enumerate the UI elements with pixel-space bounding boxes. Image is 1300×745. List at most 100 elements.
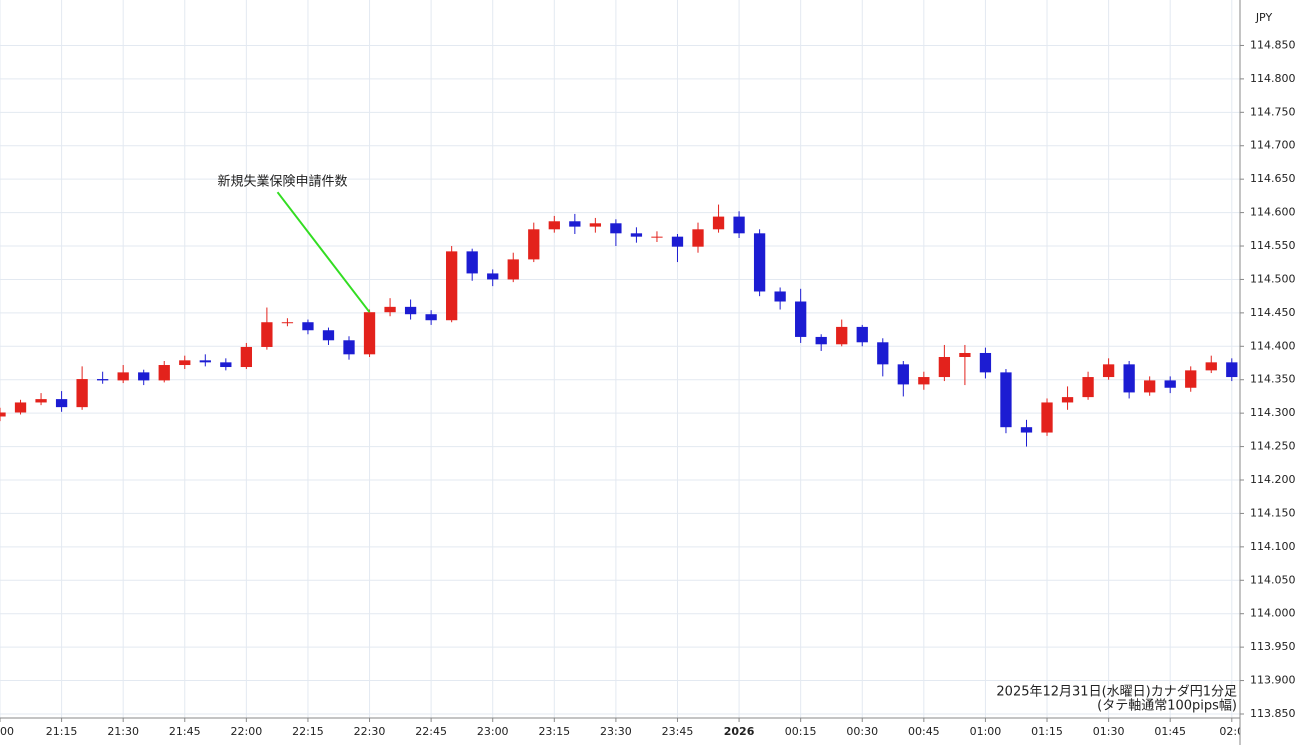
candle-body: [897, 364, 909, 385]
candle-body: [1205, 362, 1217, 371]
candle-body: [959, 352, 971, 357]
candle-body: [35, 399, 47, 403]
caption: 2025年12月31日(水曜日)カナダ円1分足: [996, 685, 1237, 700]
x-tick-label: 23:45: [662, 725, 694, 738]
x-tick-label: 00: [0, 725, 14, 738]
candle-body: [589, 223, 602, 227]
y-tick-label: 114.200: [1250, 473, 1296, 486]
candle-body: [261, 322, 273, 347]
candle-body: [1082, 377, 1094, 398]
candle-body: [1102, 364, 1115, 378]
x-tick-label: 23:00: [477, 725, 509, 738]
y-tick-label: 113.850: [1250, 707, 1296, 720]
y-tick-label: 114.050: [1250, 573, 1296, 586]
x-tick-label: 00:15: [785, 725, 817, 738]
x-tick-label: 02:0: [1219, 725, 1244, 738]
candle-body: [384, 306, 396, 313]
x-tick-label: 2026: [724, 725, 755, 738]
y-tick-label: 114.300: [1250, 406, 1296, 419]
candle-body: [487, 273, 499, 280]
annotation-label: 新規失業保険申請件数: [218, 174, 348, 190]
candle-body: [753, 233, 766, 292]
candle-body: [774, 291, 786, 302]
candle-body: [0, 412, 6, 417]
candle-body: [404, 306, 417, 315]
candle-body: [569, 221, 581, 227]
x-tick-label: 01:15: [1031, 725, 1063, 738]
y-tick-label: 114.350: [1250, 373, 1296, 386]
x-tick-label: 23:15: [538, 725, 570, 738]
x-tick-label: 22:45: [415, 725, 447, 738]
x-tick-label: 01:30: [1093, 725, 1125, 738]
candle-body: [1020, 427, 1033, 433]
y-tick-label: 114.850: [1250, 38, 1296, 51]
candle-body: [1041, 402, 1053, 433]
candle-body: [692, 229, 704, 247]
x-tick-label: 21:30: [107, 725, 139, 738]
candles: [0, 204, 1238, 447]
y-tick-label: 114.500: [1250, 272, 1296, 285]
y-tick-label: 114.700: [1250, 139, 1296, 152]
candle-body: [1000, 372, 1012, 428]
candle-body: [733, 216, 745, 234]
y-tick-label: 114.650: [1250, 172, 1296, 185]
candle-body: [938, 356, 951, 378]
candle-body: [1164, 380, 1176, 388]
x-tick-label: 22:15: [292, 725, 324, 738]
x-axis: 00 21:15 21:30 21:45 22:00 22:15 22:30 22:45 23:…: [0, 718, 1244, 738]
caption: (タテ軸通常100pips幅): [1097, 699, 1237, 714]
currency: JPY: [1255, 11, 1273, 24]
y-tick-label: 114.100: [1250, 540, 1296, 553]
candle-body: [466, 251, 478, 274]
x-tick-label: 21:15: [46, 725, 78, 738]
x-tick-label: 22:30: [354, 725, 386, 738]
candle-body: [199, 360, 211, 363]
y-tick-label: 114.150: [1250, 506, 1296, 519]
candle-body: [1144, 380, 1156, 393]
candle-body: [877, 342, 889, 365]
candle-body: [671, 236, 684, 247]
y-tick-label: 114.600: [1250, 206, 1296, 219]
candle-body: [1226, 362, 1238, 378]
candle-body: [343, 340, 355, 355]
y-tick-label: 114.000: [1250, 607, 1296, 620]
candle-body: [979, 352, 992, 373]
candle-body: [528, 229, 540, 260]
candle-body: [610, 223, 622, 234]
candle-body: [651, 236, 663, 238]
candle-body: [138, 372, 150, 381]
y-tick-label: 114.400: [1250, 339, 1296, 352]
annotation-arrow: [276, 191, 371, 313]
candle-body: [117, 372, 129, 381]
candle-body: [836, 326, 848, 345]
candle-body: [322, 330, 335, 341]
x-tick-label: 21:45: [169, 725, 201, 738]
candle-body: [918, 377, 930, 385]
x-tick-label: 01:45: [1154, 725, 1186, 738]
candle-body: [97, 379, 109, 381]
candle-body: [815, 336, 827, 345]
x-tick-label: 22:00: [231, 725, 263, 738]
candle-body: [240, 346, 253, 368]
candle-body: [548, 221, 560, 230]
y-tick-label: 114.450: [1250, 306, 1296, 319]
y-tick-label: 113.950: [1250, 640, 1296, 653]
candle-body: [856, 326, 868, 343]
candle-body: [712, 216, 725, 230]
y-axis: 113.850 113.900 113.950 114.000 114.050 114.1…: [1240, 38, 1296, 720]
x-tick-label: 01:00: [970, 725, 1002, 738]
y-tick-label: 114.750: [1250, 105, 1296, 118]
candle-body: [76, 379, 88, 408]
candle-body: [795, 301, 807, 337]
candle-body: [55, 399, 68, 408]
candle-body: [281, 322, 294, 324]
x-tick-label: 00:45: [908, 725, 940, 738]
candle-body: [630, 233, 643, 237]
annotations: 新規失業保険申請件数: [218, 174, 371, 313]
candle-body: [363, 312, 376, 355]
y-tick-label: 114.250: [1250, 440, 1296, 453]
y-tick-label: 114.800: [1250, 72, 1296, 85]
y-tick-label: 113.900: [1250, 674, 1296, 687]
candle-body: [446, 251, 458, 321]
